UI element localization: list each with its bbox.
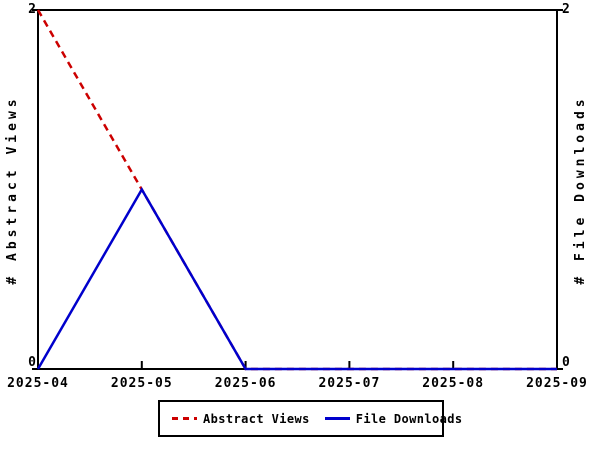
x-tick-label: 2025-09	[526, 376, 588, 391]
x-tick-label: 2025-05	[110, 376, 173, 391]
left-axis-top-tick-label: 2	[28, 2, 36, 17]
legend: Abstract Views File Downloads	[158, 400, 462, 437]
right-axis-title: # File Downloads	[573, 95, 588, 285]
x-tick-label: 2025-07	[318, 376, 381, 391]
x-tick-label: 2025-06	[214, 376, 277, 391]
x-tick-label: 2025-08	[422, 376, 485, 391]
x-tick-label: 2025-04	[7, 376, 69, 391]
right-axis-bottom-tick-label: 0	[562, 355, 570, 370]
left-axis-title: # Abstract Views	[5, 95, 20, 285]
left-axis-bottom-tick-label: 0	[28, 355, 36, 370]
legend-label-abstract-views: Abstract Views	[203, 411, 310, 426]
right-axis-top-tick-label: 2	[562, 2, 570, 17]
legend-solid-line-sample-icon	[324, 417, 350, 420]
file-downloads-line	[36, 187, 557, 371]
abstract-views-line	[36, 9, 557, 371]
legend-dashed-line-sample-icon	[172, 417, 197, 420]
legend-label-file-downloads: File Downloads	[355, 411, 463, 426]
